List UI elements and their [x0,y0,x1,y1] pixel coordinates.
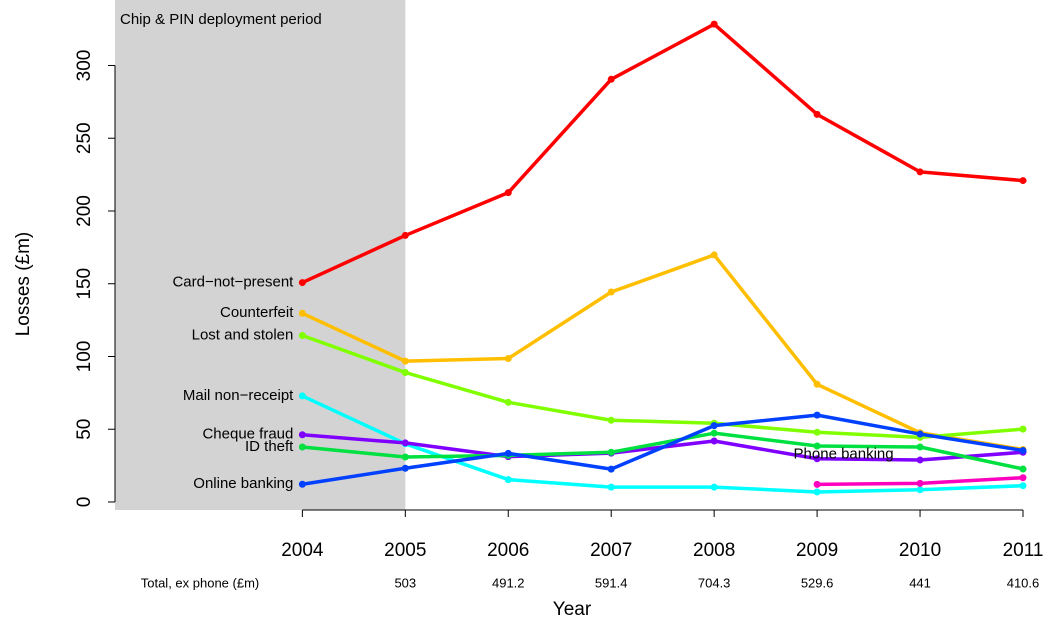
total-value: 503 [394,575,416,590]
x-tick-label: 2009 [796,540,838,561]
data-point [504,355,512,363]
data-point [504,449,512,457]
total-value: 591.4 [595,575,628,590]
data-point [401,439,409,447]
series-line [301,22,1024,285]
data-point [401,464,409,472]
data-point [401,453,409,461]
x-tick-label: 2011 [1003,540,1044,561]
series: ID theft [245,429,1027,473]
data-point [607,483,615,491]
totals-label: Total, ex phone (£m) [141,575,260,590]
data-point [1019,482,1027,490]
data-point [298,431,306,439]
data-point [813,442,821,450]
total-value: 704.3 [698,575,731,590]
total-value: 410.6 [1007,575,1040,590]
y-tick-label: 200 [74,195,95,227]
total-value: 491.2 [492,575,525,590]
series: Online banking [193,411,1027,492]
data-point [813,110,821,118]
y-tick-label: 100 [74,341,95,373]
data-point [813,480,821,488]
x-tick-label: 2006 [487,540,529,561]
data-point [710,251,718,259]
data-point [813,488,821,496]
series: Card−not−present [172,20,1027,291]
series-label: Counterfeit [220,304,294,321]
data-point [916,168,924,176]
y-tick-label: 0 [74,497,95,508]
data-point [607,288,615,296]
x-tick-label: 2007 [590,540,632,561]
series-line [301,253,1024,452]
data-point [401,231,409,239]
series-label: Mail non−receipt [183,387,294,404]
series: Counterfeit [220,251,1027,453]
data-point [607,448,615,456]
series-label: Cheque fraud [202,426,293,443]
x-tick-label: 2004 [281,540,324,561]
data-point [710,422,718,430]
shaded-region-label: Chip & PIN deployment period [120,11,322,28]
series-label: ID theft [245,438,294,455]
data-point [916,456,924,464]
data-point [607,465,615,473]
data-point [1019,425,1027,433]
series: Lost and stolen [192,327,1027,441]
data-point [1019,465,1027,473]
x-tick-label: 2005 [384,540,426,561]
data-point [401,357,409,365]
data-point [1019,177,1027,185]
y-axis-label: Losses (£m) [13,232,34,337]
data-point [710,483,718,491]
data-point [916,486,924,494]
data-point [1019,446,1027,454]
data-point [916,443,924,451]
shaded-region [115,0,406,510]
y-tick-label: 50 [74,419,95,440]
total-value: 529.6 [801,575,834,590]
series-line [301,394,1024,494]
data-point [504,398,512,406]
data-point [504,189,512,197]
series-line [302,431,1024,471]
data-point [813,428,821,436]
data-point [813,380,821,388]
series-line [302,413,1024,486]
series-label: Card−not−present [172,274,294,291]
data-point [813,411,821,419]
x-tick-label: 2010 [899,540,941,561]
series-label: Lost and stolen [192,327,294,344]
series: Phone banking [794,445,1027,488]
data-point [607,75,615,83]
data-point [607,416,615,424]
data-point [298,332,306,340]
data-point [401,368,409,376]
series-label: Phone banking [794,445,894,462]
series-label: Online banking [193,475,293,492]
data-point [504,476,512,484]
y-tick-label: 150 [74,268,95,300]
data-point [298,480,306,488]
data-point [298,309,306,317]
series-line [301,333,1024,440]
total-value: 441 [909,575,931,590]
y-tick-label: 300 [74,50,95,82]
data-point [1019,474,1027,482]
data-point [298,443,306,451]
data-point [916,430,924,438]
data-point [710,429,718,437]
y-tick-label: 250 [74,122,95,154]
data-point [710,20,718,28]
series: Mail non−receipt [183,387,1027,496]
data-point [813,455,821,463]
data-point [298,279,306,287]
x-tick-label: 2008 [693,540,735,561]
data-point [710,437,718,445]
data-point [916,479,924,487]
x-axis-label: Year [553,599,592,620]
data-point [298,392,306,400]
